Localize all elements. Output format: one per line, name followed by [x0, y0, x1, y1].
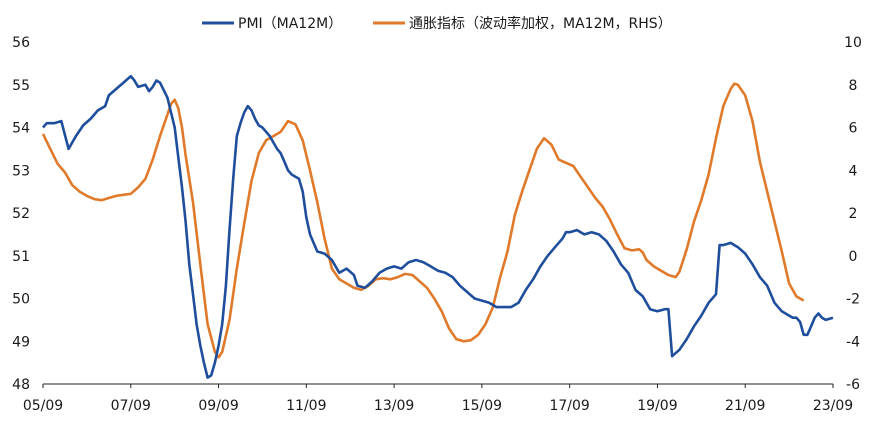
- x-tick-label: 23/09: [813, 398, 853, 414]
- left-tick-label: 53: [12, 163, 30, 179]
- right-tick-label: 6: [849, 121, 858, 137]
- legend-label-pmi: PMI（MA12M）: [238, 16, 342, 32]
- legend: PMI（MA12M） 通胀指标（波动率加权，MA12M，RHS）: [202, 15, 672, 32]
- legend-label-inflation: 通胀指标（波动率加权，MA12M，RHS）: [409, 15, 672, 32]
- left-axis-ticks: 48 49 50 51 52 53 54 55 56: [12, 35, 30, 393]
- series-line-inflation: [41, 82, 805, 359]
- left-tick-label: 51: [12, 249, 30, 265]
- x-tick-label: 07/09: [111, 398, 151, 414]
- right-tick-label: -6: [846, 377, 860, 393]
- right-tick-label: -2: [846, 292, 860, 308]
- x-tick-label: 05/09: [23, 398, 63, 414]
- x-tick-label: 21/09: [725, 398, 765, 414]
- right-tick-label: 0: [849, 249, 858, 265]
- left-tick-label: 54: [12, 121, 30, 137]
- right-tick-label: 2: [849, 206, 858, 222]
- left-tick-label: 48: [12, 377, 30, 393]
- left-tick-label: 55: [12, 78, 30, 94]
- x-tick-label: 17/09: [549, 398, 589, 414]
- right-axis-ticks: -6 -4 -2 0 2 4 6 8 10: [844, 35, 862, 393]
- x-tick-label: 11/09: [286, 398, 326, 414]
- x-axis-ticks: 05/09 07/09 09/09 11/09 13/09 15/09 17/09 19/09…: [23, 384, 853, 414]
- x-tick-label: 09/09: [198, 398, 238, 414]
- right-tick-label: 8: [849, 78, 858, 94]
- left-tick-label: 52: [12, 206, 30, 222]
- x-tick-label: 19/09: [637, 398, 677, 414]
- x-tick-label: 13/09: [374, 398, 414, 414]
- right-tick-label: 4: [849, 163, 858, 179]
- left-tick-label: 50: [12, 292, 30, 308]
- left-tick-label: 56: [12, 35, 30, 51]
- series-line-pmi: [42, 74, 834, 379]
- left-tick-label: 49: [12, 334, 30, 350]
- x-tick-label: 15/09: [462, 398, 502, 414]
- right-tick-label: -4: [846, 334, 860, 350]
- right-tick-label: 10: [844, 35, 862, 51]
